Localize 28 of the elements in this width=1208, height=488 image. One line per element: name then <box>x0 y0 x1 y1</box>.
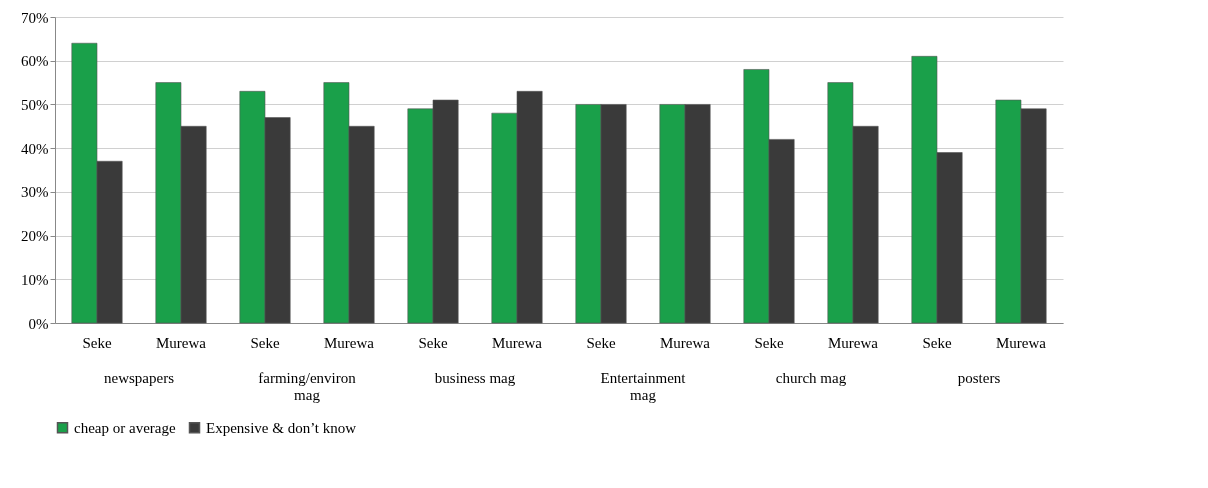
x-tick-label: Murewa <box>828 334 879 351</box>
x-tick-label: Murewa <box>996 334 1047 351</box>
y-tick-label: 60% <box>21 53 49 70</box>
x-tick-label: Seke <box>922 334 952 351</box>
x-tick-label: Seke <box>250 334 280 351</box>
x-tick-label: Seke <box>586 334 616 351</box>
y-tick-label: 70% <box>21 9 49 26</box>
x-tick-label: Murewa <box>156 334 207 351</box>
x-tick-label: Seke <box>418 334 448 351</box>
text: business mag <box>434 370 516 386</box>
x-tick-label: Seke <box>754 334 784 351</box>
text: newspapers <box>104 370 175 386</box>
text: farming/environ mag <box>258 370 357 403</box>
y-tick-label: 20% <box>21 228 49 245</box>
y-tick-label: 50% <box>21 96 49 113</box>
x-tick-label: Murewa <box>492 334 543 351</box>
legend-label: Expensive & don’t know <box>206 419 357 436</box>
text: church mag <box>775 370 847 386</box>
x-tick-label: Seke <box>82 334 112 351</box>
y-tick-label: 0% <box>28 315 49 332</box>
x-tick-label: Murewa <box>324 334 375 351</box>
y-tick-label: 40% <box>21 140 49 157</box>
y-tick-label: 10% <box>21 271 49 288</box>
text: Entertainment mag <box>600 370 687 403</box>
x-tick-label: Murewa <box>660 334 711 351</box>
text: posters <box>957 370 1001 386</box>
y-tick-label: 30% <box>21 184 49 201</box>
legend-label: cheap or average <box>74 419 176 436</box>
